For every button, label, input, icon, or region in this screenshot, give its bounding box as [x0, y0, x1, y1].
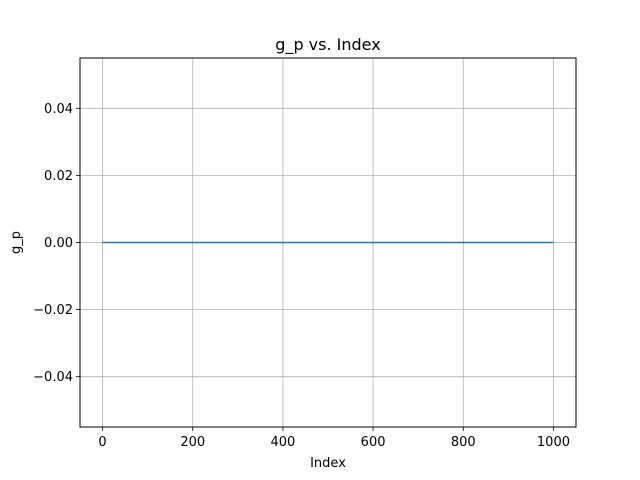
x-tick-label: 400 — [270, 435, 295, 450]
y-axis-label: g_p — [9, 231, 24, 254]
x-tick-label: 200 — [180, 435, 205, 450]
y-tick-label: 0.00 — [44, 236, 73, 251]
y-tick-label: −0.04 — [33, 370, 73, 385]
x-tick-label: 800 — [451, 435, 476, 450]
y-tick-label: 0.02 — [44, 169, 73, 184]
x-tick-label: 600 — [361, 435, 386, 450]
chart-title: g_p vs. Index — [275, 35, 380, 55]
y-tick-label: −0.02 — [33, 303, 73, 318]
y-tick-label: 0.04 — [44, 102, 73, 117]
x-tick-label: 1000 — [537, 435, 570, 450]
x-tick-label: 0 — [98, 435, 106, 450]
x-axis-label: Index — [310, 456, 346, 471]
ticks: 0 200 400 600 800 1000 −0.04 −0.02 0.00 0.02 0.04 — [33, 102, 570, 450]
